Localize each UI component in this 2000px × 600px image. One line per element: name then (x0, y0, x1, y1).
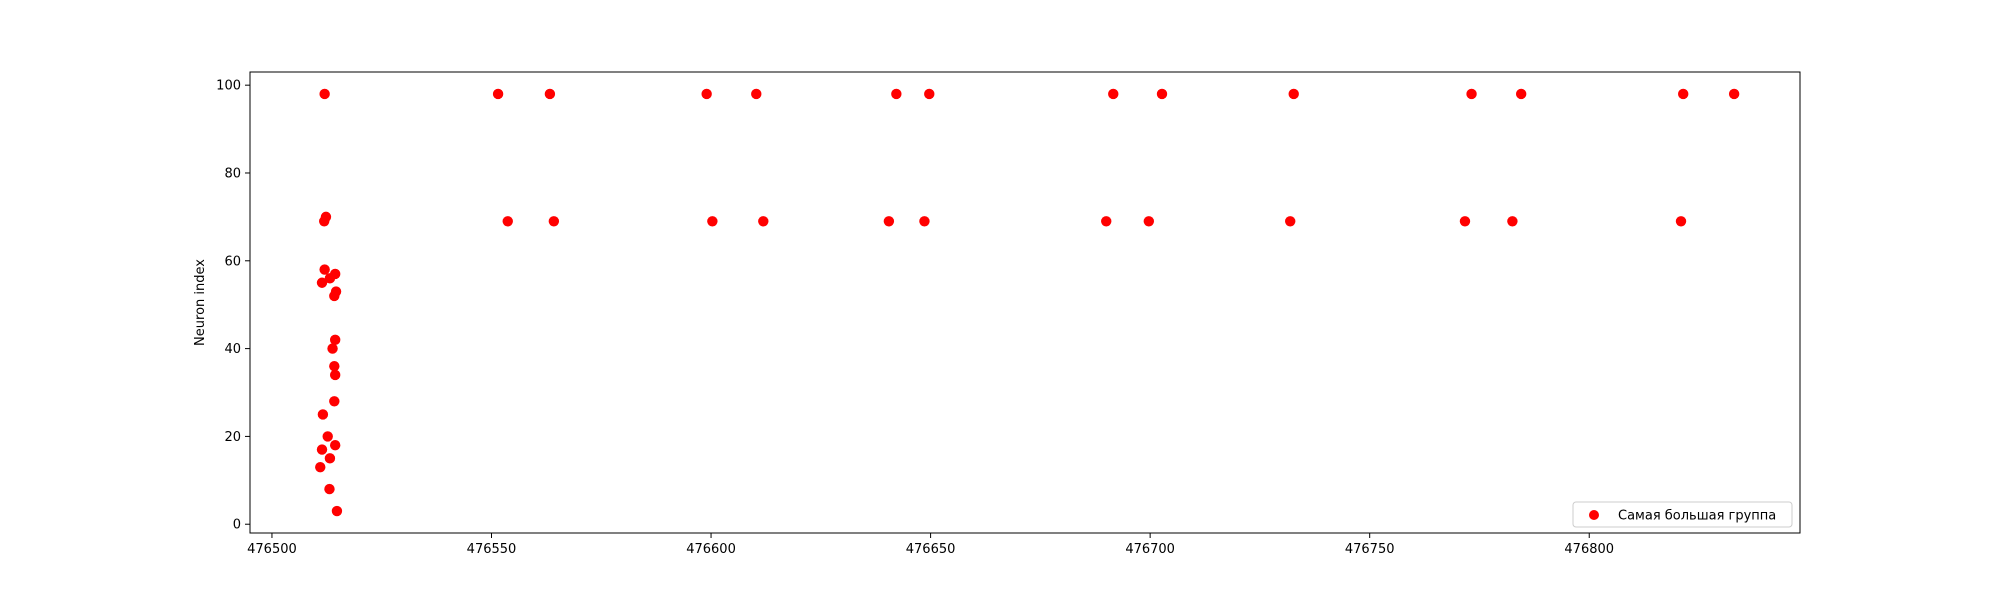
y-tick-label: 40 (224, 342, 241, 357)
data-point (883, 216, 895, 227)
data-point (324, 273, 336, 284)
data-point (316, 277, 328, 288)
data-point (544, 88, 556, 100)
data-point (329, 369, 341, 381)
data-point (1101, 216, 1112, 227)
data-point (322, 431, 333, 442)
data-point (919, 216, 930, 227)
data-point (1108, 88, 1119, 100)
data-point (707, 216, 718, 227)
y-tick-label: 100 (216, 79, 241, 94)
data-point (891, 88, 902, 100)
data-point (701, 88, 712, 100)
plot-frame (249, 71, 1801, 534)
legend: Самая большая группа (1572, 501, 1793, 528)
data-point (329, 290, 340, 302)
y-axis-label: Neuron index (193, 259, 208, 346)
data-point (319, 216, 330, 227)
plot-area (250, 72, 1800, 533)
data-point (492, 88, 504, 100)
data-point (751, 88, 762, 100)
data-point (319, 88, 330, 100)
data-point (1156, 88, 1168, 100)
data-point (548, 216, 560, 227)
y-tick-label: 20 (224, 430, 241, 445)
x-tick-label: 476750 (1345, 542, 1395, 557)
data-point (315, 461, 326, 473)
data-point (1285, 216, 1296, 227)
legend-marker (1589, 510, 1599, 520)
data-point (329, 396, 340, 407)
y-tick-label: 0 (233, 518, 241, 533)
y-tick-label: 80 (224, 166, 241, 181)
data-point (329, 334, 341, 346)
x-tick-label: 476500 (247, 542, 297, 557)
x-tick-label: 476700 (1125, 542, 1175, 557)
data-point (324, 453, 336, 464)
data-point (327, 343, 338, 354)
data-point (329, 360, 340, 372)
data-point (329, 439, 341, 451)
data-point (1507, 216, 1518, 227)
data-point (1515, 88, 1527, 100)
x-tick-label: 476600 (686, 542, 736, 557)
data-point (1288, 88, 1299, 100)
data-point (502, 216, 513, 227)
data-point (1459, 216, 1471, 227)
data-point (1675, 216, 1687, 227)
data-point (1678, 88, 1689, 100)
data-point (1728, 88, 1740, 100)
data-point (319, 264, 330, 275)
data-point (324, 483, 335, 495)
data-point (1143, 216, 1155, 227)
x-tick-label: 476650 (906, 542, 956, 557)
axis-ticks: 476500 476550 476600 476650 476700 476750 4768… (216, 79, 1614, 557)
x-tick-label: 476800 (1564, 542, 1614, 557)
y-tick-label: 60 (224, 254, 241, 269)
x-tick-label: 476550 (467, 542, 517, 557)
data-point (758, 216, 769, 227)
data-point (924, 88, 935, 100)
data-point (317, 409, 329, 420)
data-point (1466, 88, 1477, 100)
legend-label: Самая большая группа (1618, 509, 1776, 524)
data-point (331, 505, 343, 517)
legend-box (1572, 501, 1793, 528)
data-points (315, 88, 1740, 517)
data-point (316, 444, 328, 455)
